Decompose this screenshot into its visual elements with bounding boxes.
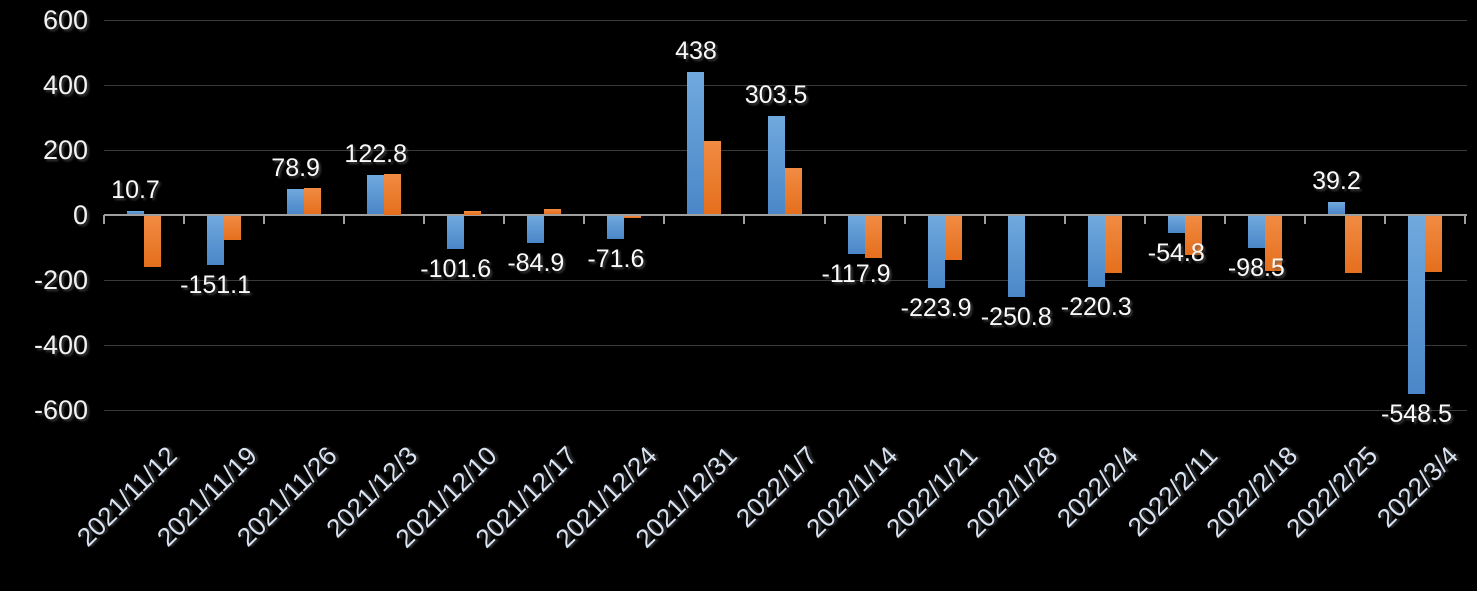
x-axis-tick [1464,214,1466,224]
data-label: -71.6 [587,244,645,273]
x-axis-label: 2022/3/4 [1370,440,1464,534]
y-axis-tick-label: -600 [33,394,88,425]
x-axis-tick [423,214,426,224]
x-axis-tick [1143,214,1146,224]
bar-orange-series [704,140,722,215]
bar-blue-series [1247,215,1265,248]
bar-orange-series [544,208,562,215]
x-axis-tick [1063,214,1066,224]
bar-orange-series [944,215,962,260]
data-label: -84.9 [507,249,565,278]
x-axis-tick [983,214,986,224]
bar-orange-series [864,215,882,258]
bar-orange-series [304,187,322,215]
x-axis-tick [743,214,746,224]
data-label: -54.8 [1147,239,1205,268]
bar-orange-series [784,168,802,215]
bar-blue-series [1087,215,1105,288]
x-axis-tick [263,214,266,224]
y-axis-tick-label: 400 [42,69,88,100]
data-label: 122.8 [344,139,407,168]
y-gridline [104,344,1467,346]
data-label: -220.3 [1060,293,1132,322]
bar-orange-series [464,211,482,215]
x-axis-tick [503,214,506,224]
y-axis-tick-label: 0 [72,199,88,230]
data-label: 303.5 [744,80,808,109]
bar-orange-series [1264,215,1282,271]
y-gridline [104,409,1467,411]
x-axis-tick [583,214,586,224]
x-axis-tick [1303,214,1306,224]
data-label: -151.1 [180,270,252,299]
data-label: -101.6 [420,254,492,283]
bar-blue-series [1167,215,1185,234]
x-axis-tick [823,214,826,224]
bar-orange-series [384,173,402,215]
bar-orange-series [224,215,242,240]
bar-blue-series [1327,201,1345,215]
bar-blue-series [767,115,785,215]
data-label: 438 [675,37,717,66]
data-label: -250.8 [980,303,1052,331]
bar-blue-series [367,174,385,215]
x-axis-tick [343,214,346,224]
y-gridline [104,149,1467,151]
y-gridline [104,19,1467,21]
y-gridline [104,84,1467,86]
x-axis-zero-line [104,213,1467,216]
x-axis-tick [1383,214,1386,224]
data-label: -98.5 [1227,253,1285,282]
y-axis-tick-label: -200 [33,264,88,295]
bar-orange-series [624,215,642,219]
data-label: -223.9 [900,294,972,323]
x-axis-tick [103,214,105,224]
bar-blue-series [127,211,145,215]
bar-orange-series [1424,215,1442,272]
bar-orange-series [1344,215,1362,273]
y-axis-tick-label: 200 [42,134,88,165]
bar-blue-series [1007,215,1025,297]
data-label: 78.9 [271,153,320,182]
y-gridline [104,279,1467,281]
bar-blue-series [207,215,225,265]
data-label: -117.9 [821,259,891,288]
data-label: -548.5 [1381,399,1452,428]
bar-blue-series [847,215,865,254]
bar-blue-series [687,72,705,215]
bar-blue-series [447,215,465,249]
bar-blue-series [607,215,625,239]
y-axis-tick-label: -400 [33,329,88,360]
bar-orange-series [1104,215,1122,274]
bar-orange-series [1184,215,1202,256]
bar-orange-series [144,215,162,267]
x-axis-tick [183,214,186,224]
x-axis-tick [663,214,666,224]
bar-blue-series [927,215,945,289]
bar-blue-series [1407,215,1425,394]
y-axis-tick-label: 600 [42,4,88,35]
data-label: 39.2 [1312,166,1361,195]
x-axis-tick [903,214,906,224]
bar-blue-series [527,215,545,244]
x-axis-tick [1223,214,1226,224]
bar-blue-series [287,188,305,215]
data-label: 10.7 [111,176,160,205]
